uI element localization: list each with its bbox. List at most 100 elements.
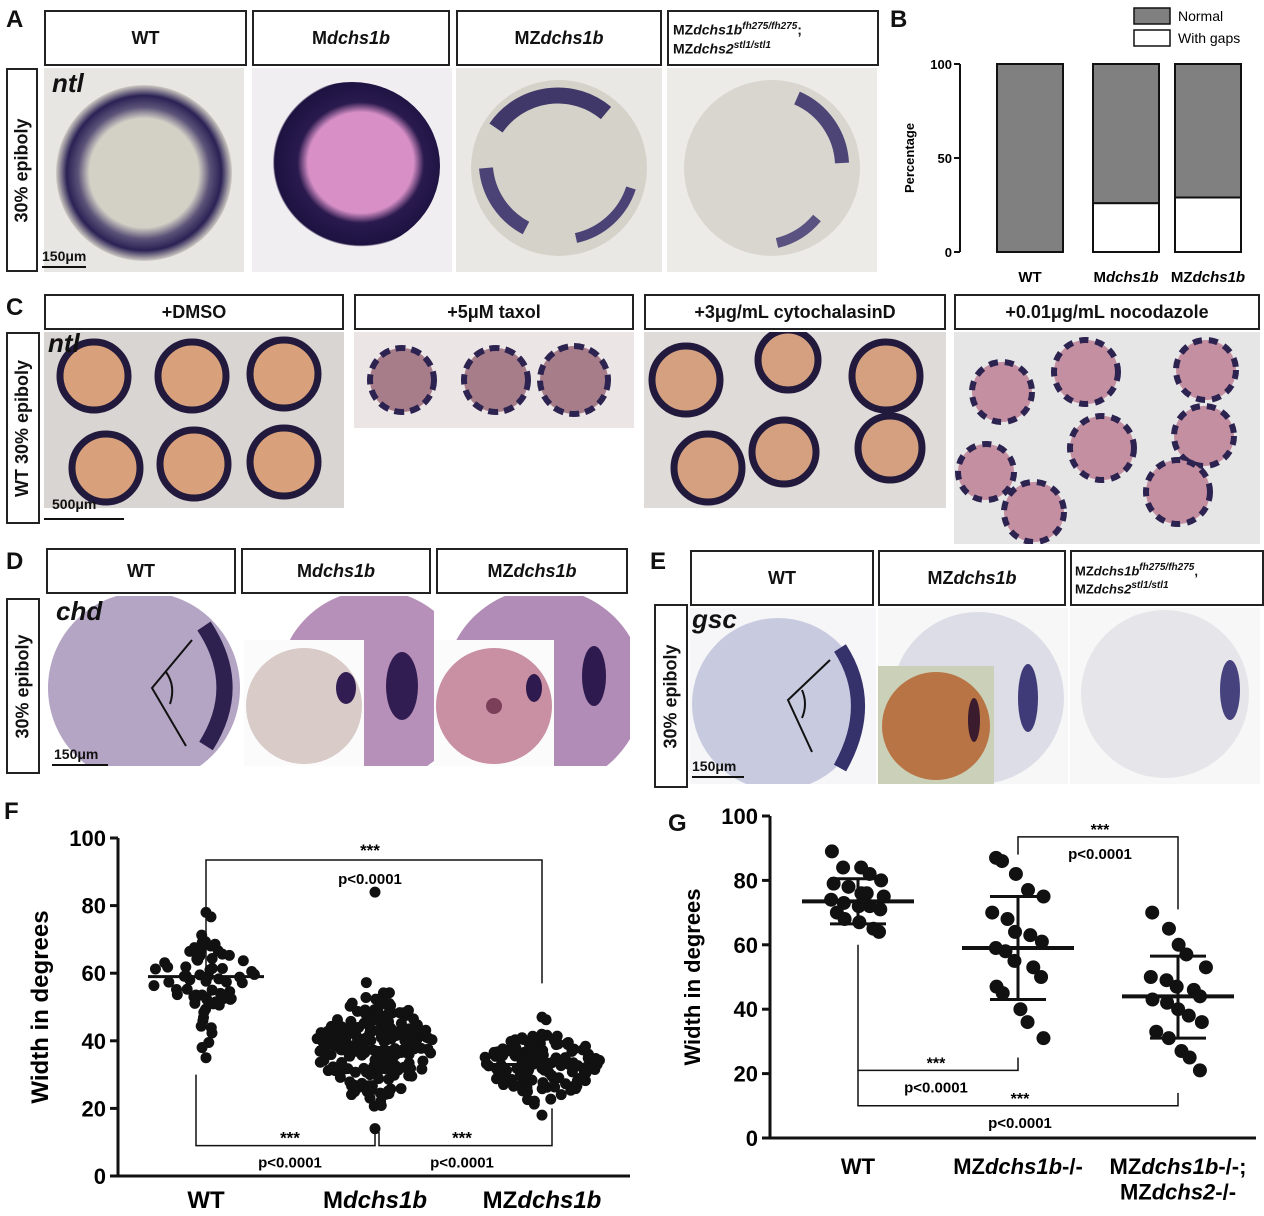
panel-label-e: E: [650, 548, 667, 575]
data-point: [360, 977, 372, 989]
data-point: [366, 1080, 378, 1092]
y-axis-label: Width in degrees: [680, 888, 705, 1065]
data-point: [362, 1032, 374, 1044]
header-mzdchs1b: MZdchs1b: [456, 10, 662, 66]
embryo-photo-dmso: [44, 332, 344, 508]
data-point: [375, 1100, 387, 1112]
stage-label: 30% epiboly: [12, 633, 33, 739]
header-text: +0.01μg/mL nocodazole: [1005, 302, 1209, 322]
legend-label: With gaps: [1178, 30, 1240, 46]
embryo-photo-mdchs1b: [244, 596, 434, 766]
y-axis-label: Percentage: [902, 123, 917, 193]
data-point: [162, 961, 174, 973]
gene-label-ntl: ntl: [48, 328, 80, 358]
data-point: [377, 987, 389, 999]
data-point: [516, 1032, 528, 1044]
y-tick-label: 0: [945, 245, 952, 260]
panel-label-c: C: [6, 294, 24, 321]
data-point: [1161, 921, 1176, 936]
header-mdchs1b: Mdchs1b: [241, 548, 431, 594]
data-point: [574, 1072, 586, 1084]
x-tick-label: Mdchs1b: [1093, 269, 1158, 286]
data-point: [841, 879, 856, 894]
y-tick-label: 50: [938, 151, 952, 166]
embryo-photo-double-mutant: [1070, 608, 1260, 784]
data-point: [210, 996, 222, 1008]
data-point: [521, 1086, 533, 1098]
data-point: [555, 1089, 567, 1101]
data-point: [874, 873, 889, 888]
bar-normal: [1174, 63, 1242, 199]
data-point: [824, 844, 839, 859]
stage-label-box: WT 30% epiboly: [6, 332, 40, 524]
y-tick-label: 100: [69, 826, 106, 851]
data-point: [356, 1049, 368, 1061]
data-point: [1008, 924, 1023, 939]
data-point: [1034, 970, 1049, 984]
header-nocodazole: +0.01μg/mL nocodazole: [954, 294, 1260, 330]
data-point: [1171, 937, 1186, 952]
data-point: [1020, 1015, 1035, 1030]
chart-g: 0 20 40 60 80 100 Width in degrees WT MZdchs1b-/…: [680, 804, 1256, 1204]
embryo-photo-cytochalasin: [644, 332, 946, 508]
comparison-bracket: [195, 1074, 376, 1147]
stage-label-box: 30% epiboly: [654, 604, 688, 788]
legend-label: Normal: [1178, 8, 1223, 24]
y-tick-label: 40: [734, 997, 758, 1022]
data-point: [170, 984, 182, 996]
scale-bar: [692, 776, 744, 778]
data-point: [390, 1030, 402, 1042]
data-point: [561, 1037, 573, 1049]
data-point: [329, 1065, 341, 1077]
data-point: [336, 1057, 348, 1069]
data-point: [566, 1066, 578, 1078]
y-tick-label: 100: [721, 804, 758, 829]
y-tick-label: 20: [82, 1096, 106, 1121]
data-point: [180, 961, 192, 973]
significance-stars: ***: [280, 1129, 300, 1148]
data-point: [985, 905, 1000, 920]
comparison-bracket: [378, 1108, 553, 1147]
data-point: [223, 949, 235, 961]
data-point: [1000, 912, 1015, 927]
embryo-photo-wt: [44, 68, 244, 272]
data-point: [181, 983, 193, 995]
data-point: [1036, 1031, 1051, 1046]
data-point: [373, 1073, 385, 1085]
header-text: Mdchs1b: [296, 561, 376, 581]
data-point: [359, 1007, 371, 1019]
gene-label-ntl: ntl: [52, 68, 84, 98]
comparison-bracket: [1017, 836, 1179, 910]
data-point: [548, 1034, 560, 1046]
data-point: [328, 1030, 340, 1042]
data-point: [372, 1025, 384, 1037]
panel-label-d: D: [6, 548, 24, 575]
data-point: [395, 1017, 407, 1029]
data-point: [420, 1031, 432, 1043]
data-point: [403, 1048, 415, 1060]
stage-label: 30% epiboly: [11, 117, 32, 223]
header-text: +5μM taxol: [447, 302, 541, 322]
stage-label-box: 30% epiboly: [6, 68, 38, 272]
panel-label-f: F: [4, 798, 19, 825]
data-point: [549, 1081, 561, 1093]
data-point: [872, 924, 887, 939]
data-point: [1192, 1063, 1207, 1078]
data-point: [334, 1020, 346, 1032]
data-point: [582, 1048, 594, 1060]
data-point: [394, 1007, 406, 1019]
data-point: [536, 1083, 548, 1095]
data-point: [206, 962, 218, 974]
data-point: [196, 929, 208, 941]
data-point: [589, 1063, 601, 1075]
chart-b: 0 50 100 Percentage WT Mdchs1b MZdchs1b Normal W…: [902, 7, 1245, 286]
header-text: Mdchs1b: [311, 28, 391, 48]
data-point: [1194, 1015, 1209, 1030]
embryo-photo-mzdchs1b: [878, 608, 1068, 784]
header-mzdchs1b: MZdchs1b: [436, 548, 628, 594]
data-point: [360, 1066, 372, 1078]
gene-label-chd: chd: [56, 596, 103, 626]
panel-label-g: G: [668, 810, 687, 837]
p-value: p<0.0001: [904, 1079, 968, 1096]
data-point: [488, 1046, 500, 1058]
